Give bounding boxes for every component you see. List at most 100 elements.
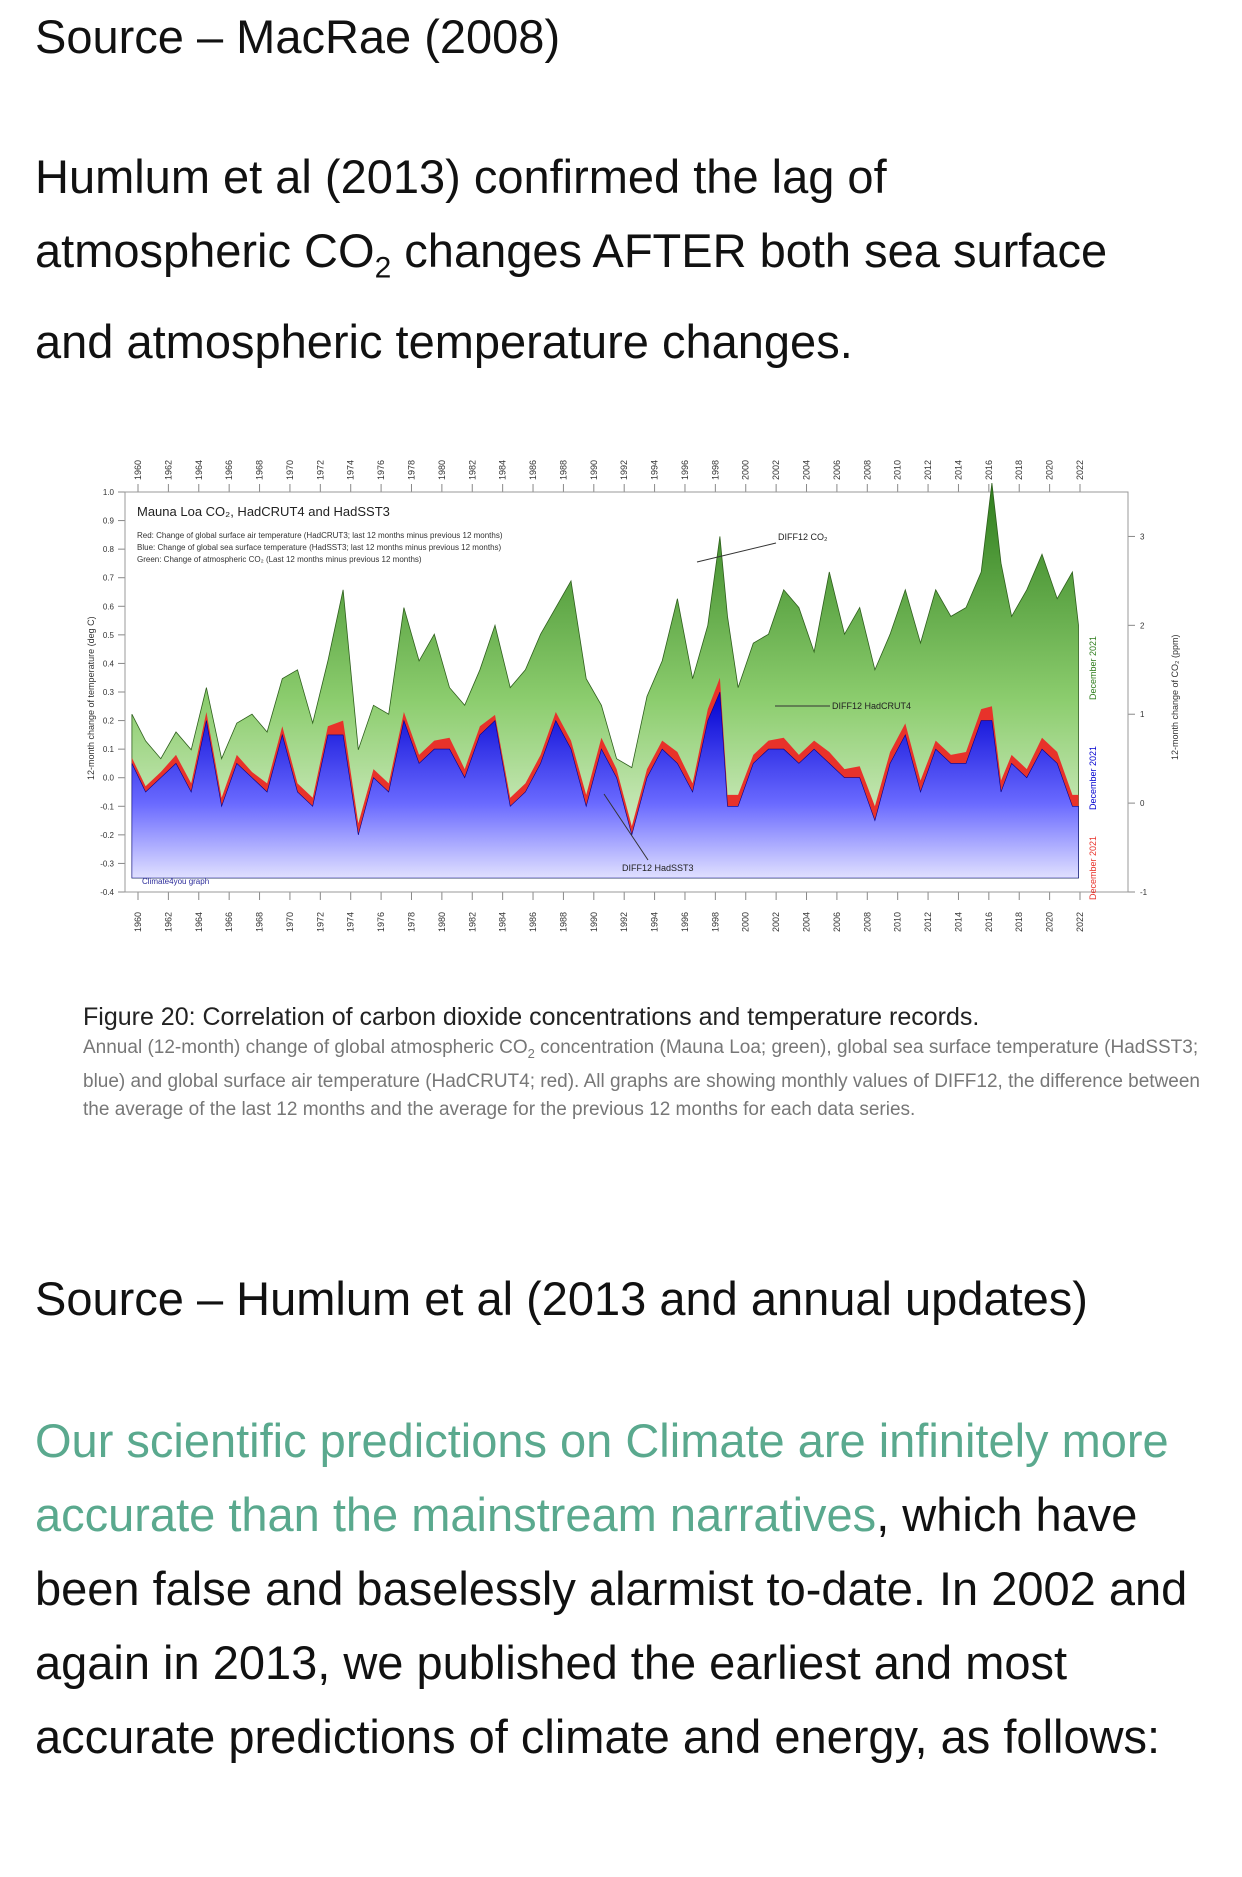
x-tick-label-bottom: 2010 — [893, 912, 903, 932]
x-tick-label-top: 2022 — [1075, 460, 1085, 480]
y-tick-label-left: -0.2 — [100, 831, 114, 840]
x-tick-label-bottom: 1964 — [194, 912, 204, 932]
annotation-hadcrut: DIFF12 HadCRUT4 — [832, 701, 911, 711]
x-tick-label-top: 1962 — [163, 460, 173, 480]
intro-line-2-post: changes AFTER both sea surface — [391, 224, 1108, 277]
x-tick-label-top: 1982 — [467, 460, 477, 480]
caption-co2-subscript: 2 — [527, 1045, 535, 1061]
x-tick-label-top: 2020 — [1045, 460, 1055, 480]
x-tick-label-bottom: 1978 — [406, 912, 416, 932]
x-tick-label-top: 1980 — [437, 460, 447, 480]
x-tick-label-top: 1996 — [680, 460, 690, 480]
x-tick-label-top: 2018 — [1014, 460, 1024, 480]
x-tick-label-top: 2006 — [832, 460, 842, 480]
y-tick-label-left: -0.3 — [100, 859, 114, 868]
y-tick-label-left: 0.7 — [103, 574, 115, 583]
x-tick-label-bottom: 1986 — [528, 912, 538, 932]
annotation-co2: DIFF12 CO₂ — [778, 532, 828, 542]
y-tick-label-right: 0 — [1140, 799, 1145, 808]
x-tick-label-top: 1988 — [558, 460, 568, 480]
x-tick-label-top: 1970 — [285, 460, 295, 480]
legend-blue: Blue: Change of global sea surface tempe… — [137, 543, 502, 552]
x-tick-label-top: 1994 — [650, 460, 660, 480]
caption-body-pre: Annual (12-month) change of global atmos… — [83, 1037, 528, 1058]
date-label-red: December 2021 — [1088, 836, 1098, 900]
x-tick-label-top: 1966 — [224, 460, 234, 480]
x-tick-label-bottom: 1976 — [376, 912, 386, 932]
date-label-green: December 2021 — [1088, 636, 1098, 700]
y-tick-label-left: 0.3 — [103, 688, 115, 697]
x-tick-label-bottom: 1972 — [315, 912, 325, 932]
caption-body: Annual (12-month) change of global atmos… — [83, 1034, 1203, 1124]
x-tick-label-bottom: 2008 — [862, 912, 872, 932]
y-tick-label-left: 0.8 — [103, 545, 115, 554]
predictions-rest: , which have been false and baselessly a… — [35, 1488, 1188, 1763]
date-label-blue: December 2021 — [1088, 746, 1098, 810]
x-tick-label-bottom: 1980 — [437, 912, 447, 932]
x-tick-label-bottom: 1970 — [285, 912, 295, 932]
y-tick-label-right: 1 — [1140, 710, 1145, 719]
co2-temperature-figure: 1960 1962 1964 1966 1968 1970 1972 1974 1976 1978… — [86, 460, 1180, 932]
predictions-accent: Our scientific predictions on Climate ar… — [35, 1414, 1169, 1541]
y-axis-right: 3 2 1 0 -1 — [1128, 532, 1148, 897]
x-tick-label-bottom: 1988 — [558, 912, 568, 932]
y-axis-left: 1.0 0.9 0.8 0.7 0.6 0.5 0.4 0.3 0.2 0.1 0.0 -0.1 -0.… — [100, 488, 125, 897]
x-tick-label-top: 1968 — [255, 460, 265, 480]
x-tick-label-bottom: 1982 — [467, 912, 477, 932]
x-tick-label-top: 1978 — [406, 460, 416, 480]
intro-line-2-pre: atmospheric CO — [35, 224, 375, 277]
x-tick-label-bottom: 1984 — [498, 912, 508, 932]
y-tick-label-left: -0.4 — [100, 888, 114, 897]
x-tick-label-bottom: 2002 — [771, 912, 781, 932]
y-tick-label-left: 0.2 — [103, 717, 115, 726]
intro-line-3: and atmospheric temperature changes. — [35, 315, 853, 369]
x-tick-label-bottom: 1960 — [133, 912, 143, 932]
y-tick-label-left: 0.4 — [103, 659, 115, 668]
series-areas — [131, 483, 1079, 879]
y-tick-label-left: 0.6 — [103, 602, 115, 611]
y-axis-label: 12-month change of temperature (deg C) — [86, 616, 96, 780]
y-tick-label-left: -0.1 — [100, 802, 114, 811]
x-tick-label-bottom: 1996 — [680, 912, 690, 932]
x-tick-label-top: 2004 — [802, 460, 812, 480]
annotation-hadsst-leader — [603, 793, 649, 861]
x-tick-label-top: 2016 — [984, 460, 994, 480]
x-axis-bottom: 1960 1962 1964 1966 1968 1970 1972 1974 1976 1978… — [133, 892, 1085, 932]
x-tick-label-top: 1972 — [315, 460, 325, 480]
y-tick-label-right: 3 — [1140, 532, 1145, 541]
y-tick-label-right: 2 — [1140, 621, 1145, 630]
intro-line-1: Humlum et al (2013) confirmed the lag of — [35, 150, 887, 203]
x-tick-label-bottom: 2022 — [1075, 912, 1085, 932]
x-tick-label-top: 1992 — [619, 460, 629, 480]
y-tick-label-left: 0.0 — [103, 774, 115, 783]
y2-axis-label: 12-month change of CO₂ (ppm) — [1170, 634, 1180, 760]
caption-title: Figure 20: Correlation of carbon dioxide… — [83, 1003, 980, 1031]
x-tick-label-bottom: 1990 — [589, 912, 599, 932]
x-tick-label-bottom: 2012 — [923, 912, 933, 932]
x-tick-label-top: 1974 — [346, 460, 356, 480]
x-tick-label-top: 1964 — [194, 460, 204, 480]
y-tick-label-left: 1.0 — [103, 488, 115, 497]
x-tick-label-top: 1986 — [528, 460, 538, 480]
caption-body-post: concentration (Mauna Loa; green), global… — [83, 1037, 1201, 1120]
x-tick-label-bottom: 2004 — [802, 912, 812, 932]
annotation-hadsst: DIFF12 HadSST3 — [622, 863, 694, 873]
legend-red: Red: Change of global surface air temper… — [137, 531, 503, 540]
x-tick-label-bottom: 1998 — [710, 912, 720, 932]
x-tick-label-bottom: 1994 — [650, 912, 660, 932]
x-tick-label-bottom: 1966 — [224, 912, 234, 932]
x-tick-label-top: 2000 — [741, 460, 751, 480]
x-tick-label-top: 1960 — [133, 460, 143, 480]
x-tick-label-bottom: 1992 — [619, 912, 629, 932]
x-axis-top: 1960 1962 1964 1966 1968 1970 1972 1974 1976 1978… — [133, 460, 1085, 492]
x-tick-label-top: 2014 — [953, 460, 963, 480]
x-tick-label-bottom: 2020 — [1045, 912, 1055, 932]
x-tick-label-top: 1976 — [376, 460, 386, 480]
x-tick-label-bottom: 1962 — [163, 912, 173, 932]
x-tick-label-bottom: 1974 — [346, 912, 356, 932]
x-tick-label-top: 2002 — [771, 460, 781, 480]
y-tick-label-left: 0.9 — [103, 517, 115, 526]
x-tick-label-top: 1990 — [589, 460, 599, 480]
x-tick-label-top: 1998 — [710, 460, 720, 480]
intro-co2-subscript: 2 — [374, 251, 392, 285]
